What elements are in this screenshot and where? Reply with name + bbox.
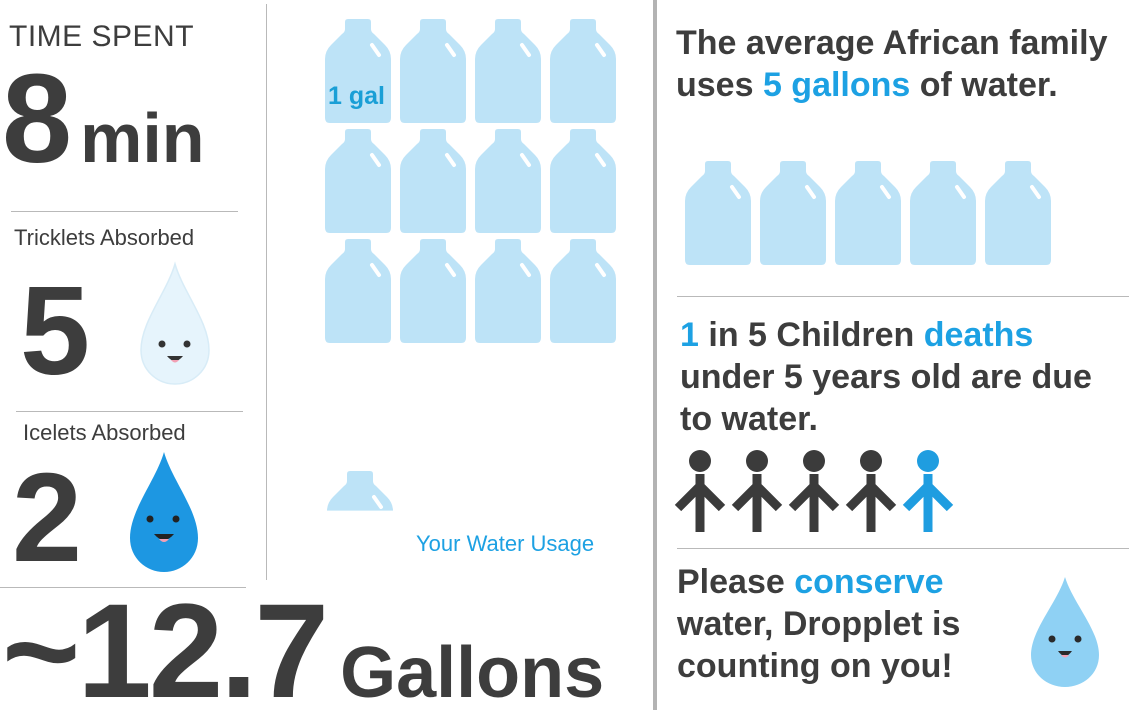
fact2-text-2: under 5 years old are due to water.: [680, 358, 1092, 438]
water-jug-icon: [985, 161, 1051, 265]
water-jug-icon: [325, 129, 391, 233]
fact1-highlight: 5 gallons: [762, 66, 911, 104]
conserve-fact: Please conserve water, Dropplet is count…: [677, 561, 1027, 687]
left-column-divider: [266, 4, 267, 580]
water-jug-icon: [550, 239, 616, 343]
water-jug-icon: [760, 161, 826, 265]
person-highlighted-icon: [902, 450, 954, 532]
person-icon: [731, 450, 783, 532]
fact2-highlight-1: 1: [680, 316, 699, 354]
icelets-count: 2: [12, 447, 83, 588]
usage-caption: Your Water Usage: [416, 531, 595, 556]
water-jug-icon: [400, 239, 466, 343]
time-spent-label: TIME SPENT: [9, 20, 195, 53]
fact1-text-2: of water.: [910, 66, 1058, 104]
water-jug-icon: [550, 19, 616, 123]
water-jug-icon: [475, 19, 541, 123]
water-jug-icon: [550, 129, 616, 233]
tricklets-divider: [16, 411, 243, 412]
fact2-divider: [677, 548, 1129, 549]
water-jug-icon: [910, 161, 976, 265]
water-jug-icon: [325, 239, 391, 343]
fact3-highlight: conserve: [794, 563, 944, 601]
person-icon: [674, 450, 726, 532]
water-jug-icon: [835, 161, 901, 265]
gallons-total-unit: Gallons: [340, 633, 605, 713]
stats-bottom-divider: [0, 587, 246, 588]
icelets-label: Icelets Absorbed: [23, 420, 186, 445]
tricklets-count: 5: [20, 260, 91, 401]
fact1-divider: [677, 296, 1129, 297]
person-icon: [845, 450, 897, 532]
water-jug-icon: [400, 19, 466, 123]
dropplet-mascot-icon: [1031, 577, 1099, 687]
water-jug-icon: [400, 129, 466, 233]
gallons-total: ~12.7 Gallons: [2, 585, 604, 719]
fact3-text-1: Please: [677, 563, 795, 601]
jug-unit-label: 1 gal: [328, 82, 385, 110]
tricklet-drop-icon: [140, 261, 210, 385]
fact3-text-2: water, Dropplet is counting on you!: [677, 605, 961, 685]
water-jug-icon: [325, 19, 391, 123]
time-divider: [11, 211, 238, 212]
time-spent-number: 8: [2, 48, 72, 189]
icelet-drop-icon: [130, 452, 198, 572]
time-spent-unit: min: [80, 99, 205, 177]
gallons-total-number: ~12.7: [2, 577, 329, 726]
tricklets-label: Tricklets Absorbed: [14, 225, 195, 250]
center-divider: [653, 0, 657, 710]
partial-water-jug-icon: [327, 471, 393, 511]
children-deaths-fact: 1 in 5 Children deaths under 5 years old…: [680, 314, 1120, 440]
fact2-highlight-2: deaths: [923, 316, 1034, 354]
water-jug-icon: [475, 239, 541, 343]
water-jug-icon: [475, 129, 541, 233]
time-spent-value: 8 min: [2, 56, 205, 182]
fact1-text-1: The average African family uses: [676, 24, 1108, 104]
water-jug-icon: [685, 161, 751, 265]
fact2-text-1: in 5 Children: [698, 316, 924, 354]
family-usage-fact: The average African family uses 5 gallon…: [676, 22, 1116, 106]
person-icon: [788, 450, 840, 532]
